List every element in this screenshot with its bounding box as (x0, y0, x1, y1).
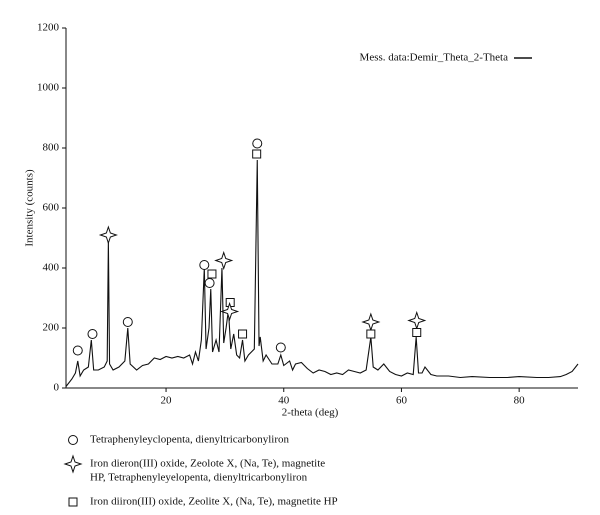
peak-marker (87, 329, 98, 339)
x-tick-label: 80 (514, 395, 526, 407)
y-tick-label: 400 (43, 262, 60, 274)
peak-marker (72, 345, 83, 356)
peak-marker (252, 138, 263, 149)
y-tick-label: 600 (43, 202, 60, 214)
legend-label: Mess. data:Demir_Theta_2-Theta (360, 52, 509, 64)
peak-marker (98, 225, 118, 245)
peak-marker (412, 328, 422, 337)
marker-legend-label: HP, Tetraphenyleyelopenta, dienyltricarb… (90, 472, 308, 484)
marker-legend-label: Iron dieron(III) oxide, Zeolote X, (Na, … (90, 458, 325, 470)
marker-legend-symbol (63, 454, 83, 474)
peak-marker (122, 317, 133, 327)
x-axis-label: 2-theta (deg) (282, 407, 339, 419)
peak-marker (207, 269, 217, 279)
y-tick-label: 800 (43, 142, 60, 154)
peak-marker (220, 301, 240, 322)
peak-marker (204, 278, 215, 288)
marker-legend-symbol (68, 497, 78, 507)
marker-legend-symbol (68, 435, 78, 445)
y-axis-label: Intensity (counts) (24, 169, 36, 247)
marker-legend-label: Iron diiron(III) oxide, Zeolite X, (Na, … (90, 496, 338, 508)
y-tick-label: 200 (43, 322, 60, 334)
peak-marker (361, 312, 381, 332)
peak-marker (252, 149, 262, 159)
peak-marker (238, 329, 248, 339)
peak-marker (407, 310, 427, 331)
marker-legend-label: Tetraphenyleyclopenta, dienyltricarbonyl… (90, 434, 289, 446)
y-tick-label: 1200 (37, 22, 60, 34)
y-tick-label: 0 (54, 382, 60, 394)
x-tick-label: 20 (161, 395, 173, 407)
x-tick-label: 40 (278, 395, 290, 407)
y-tick-label: 1000 (37, 82, 60, 94)
data-line (65, 159, 579, 387)
peak-marker (275, 342, 286, 353)
x-tick-label: 60 (396, 395, 408, 407)
peak-marker (366, 329, 376, 339)
peak-marker (214, 250, 234, 271)
peak-marker (199, 260, 210, 270)
